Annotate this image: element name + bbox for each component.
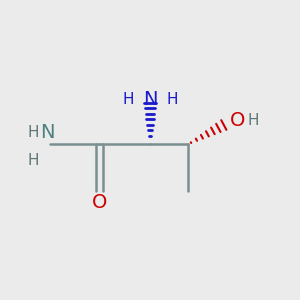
Text: O: O	[92, 193, 108, 212]
Text: H: H	[247, 113, 259, 128]
Text: H: H	[122, 92, 134, 107]
Text: N: N	[40, 123, 54, 142]
Text: N: N	[143, 90, 157, 110]
Text: H: H	[28, 153, 39, 168]
Text: O: O	[230, 111, 245, 130]
Text: H: H	[166, 92, 178, 107]
Text: H: H	[28, 125, 39, 140]
